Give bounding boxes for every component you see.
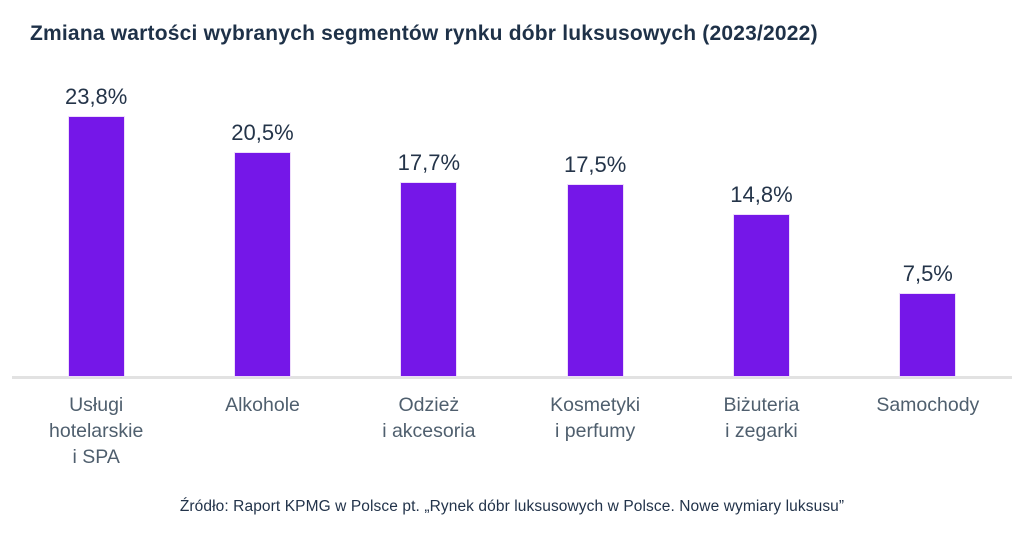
bar-column-alkohole: 20,5%	[179, 76, 345, 376]
category-label-odziez: Odzież i akcesoria	[382, 394, 476, 442]
bar-column-samochody: 7,5%	[845, 76, 1011, 376]
bar-column-uslugi-hotelarskie: 23,8%	[13, 76, 179, 376]
bar-value-label: 14,8%	[730, 182, 793, 207]
bar-alkohole	[234, 153, 290, 376]
bars-row: 23,8% 20,5% 17,7% 17,5% 14,8% 7,5%	[13, 76, 1011, 376]
bar-value-label: 7,5%	[902, 261, 953, 286]
category-label-samochody: Samochody	[876, 394, 980, 416]
bar-column-odziez: 17,7%	[346, 76, 512, 376]
bar-samochody	[900, 294, 956, 376]
category-labels-row: Usługi hotelarskie i SPA Alkohole Odzież…	[13, 392, 1011, 470]
category-label-uslugi-hotelarskie: Usługi hotelarskie i SPA	[49, 394, 144, 468]
bar-bizuteria	[733, 215, 789, 376]
bar-column-bizuteria: 14,8%	[678, 76, 844, 376]
category-label-kosmetyki: Kosmetyki i perfumy	[550, 394, 641, 442]
bar-value-label: 23,8%	[64, 84, 128, 109]
source-attribution: Źródło: Raport KPMG w Polsce pt. „Rynek …	[179, 498, 845, 515]
category-label-alkohole: Alkohole	[225, 394, 300, 416]
bar-value-label: 17,7%	[397, 150, 461, 175]
bar-value-label: 20,5%	[231, 120, 294, 145]
x-axis-line	[12, 376, 1012, 379]
bar-value-label: 17,5%	[563, 152, 627, 177]
bar-odziez	[401, 183, 457, 376]
chart-title: Zmiana wartości wybranych segmentów rynk…	[30, 22, 818, 45]
bar-uslugi-hotelarskie	[68, 117, 124, 376]
category-label-bizuteria: Biżuteria i zegarki	[723, 394, 800, 442]
bar-column-kosmetyki: 17,5%	[512, 76, 678, 376]
bar-kosmetyki	[567, 185, 623, 376]
